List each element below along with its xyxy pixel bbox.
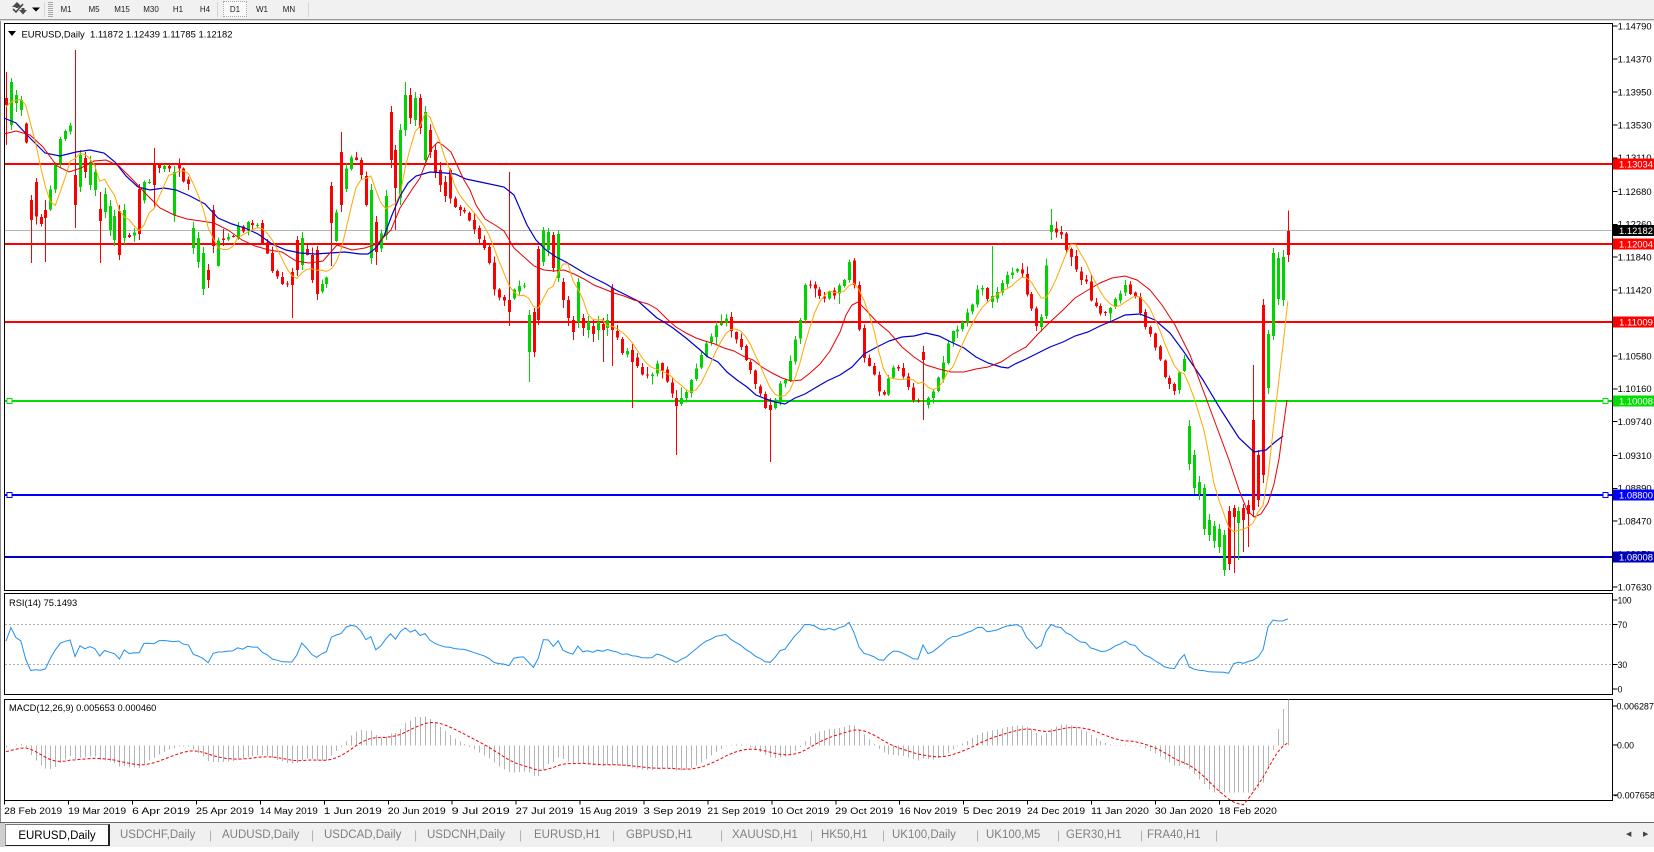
svg-text:3 Sep 2019: 3 Sep 2019 [644,806,702,817]
svg-text:1.11840: 1.11840 [1618,253,1652,264]
svg-text:1.09310: 1.09310 [1618,451,1652,462]
svg-text:1.10160: 1.10160 [1618,384,1652,395]
svg-text:1.13530: 1.13530 [1618,120,1652,131]
svg-text:1.12004: 1.12004 [1619,239,1653,250]
svg-text:11 Jan 2020: 11 Jan 2020 [1091,806,1149,817]
svg-text:16 Nov 2019: 16 Nov 2019 [899,806,957,817]
svg-text:6 Apr 2019: 6 Apr 2019 [132,806,190,817]
svg-text:EURUSD,Daily 1.11872 1.12439: EURUSD,Daily 1.11872 1.12439 1.11785 1.1… [22,29,233,40]
svg-text:19 Mar 2019: 19 Mar 2019 [68,806,126,817]
svg-text:1 Jun 2019: 1 Jun 2019 [324,806,382,817]
svg-text:15 Aug 2019: 15 Aug 2019 [580,806,638,817]
svg-text:30 Jan 2020: 30 Jan 2020 [1155,806,1213,817]
svg-text:1.12680: 1.12680 [1618,187,1652,198]
svg-text:5 Dec 2019: 5 Dec 2019 [963,806,1021,817]
svg-text:0.006287: 0.006287 [1617,701,1654,712]
svg-text:1.14790: 1.14790 [1618,22,1652,33]
svg-text:28 Feb 2019: 28 Feb 2019 [4,806,62,817]
svg-text:1.12182: 1.12182 [1619,226,1653,237]
svg-text:24 Dec 2019: 24 Dec 2019 [1027,806,1085,817]
svg-text:RSI(14) 75.1493: RSI(14) 75.1493 [9,598,77,608]
svg-text:9 Jul 2019: 9 Jul 2019 [452,806,510,817]
svg-text:MACD(12,26,9) 0.005653 0.00046: MACD(12,26,9) 0.005653 0.000460 [9,703,156,713]
svg-text:1.13950: 1.13950 [1618,87,1652,98]
svg-text:27 Jul 2019: 27 Jul 2019 [516,806,574,817]
svg-text:70: 70 [1618,620,1628,631]
svg-text:1.08800: 1.08800 [1619,490,1653,501]
svg-text:1.13034: 1.13034 [1619,159,1653,170]
svg-text:1.10580: 1.10580 [1618,351,1652,362]
svg-text:1.11420: 1.11420 [1618,286,1652,297]
svg-text:0.00: 0.00 [1617,741,1634,752]
svg-text:1.10008: 1.10008 [1619,396,1653,407]
svg-text:18 Feb 2020: 18 Feb 2020 [1219,806,1277,817]
svg-text:14 May 2019: 14 May 2019 [260,806,318,817]
svg-text:1.08008: 1.08008 [1619,552,1653,563]
svg-text:21 Sep 2019: 21 Sep 2019 [707,806,765,817]
svg-text:10 Oct 2019: 10 Oct 2019 [771,806,829,817]
svg-text:1.11009: 1.11009 [1619,317,1653,328]
svg-text:29 Oct 2019: 29 Oct 2019 [835,806,893,817]
svg-text:1.08890: 1.08890 [1618,484,1652,495]
svg-text:20 Jun 2019: 20 Jun 2019 [388,806,446,817]
svg-text:1.14370: 1.14370 [1618,55,1652,66]
svg-text:1.08470: 1.08470 [1618,517,1652,528]
svg-text:0: 0 [1618,684,1623,695]
svg-text:-0.007658: -0.007658 [1614,790,1654,801]
svg-text:100: 100 [1618,595,1632,606]
svg-text:1.09740: 1.09740 [1618,417,1652,428]
svg-text:25 Apr 2019: 25 Apr 2019 [196,806,254,817]
svg-text:30: 30 [1618,660,1628,671]
svg-text:1.07630: 1.07630 [1618,582,1652,593]
